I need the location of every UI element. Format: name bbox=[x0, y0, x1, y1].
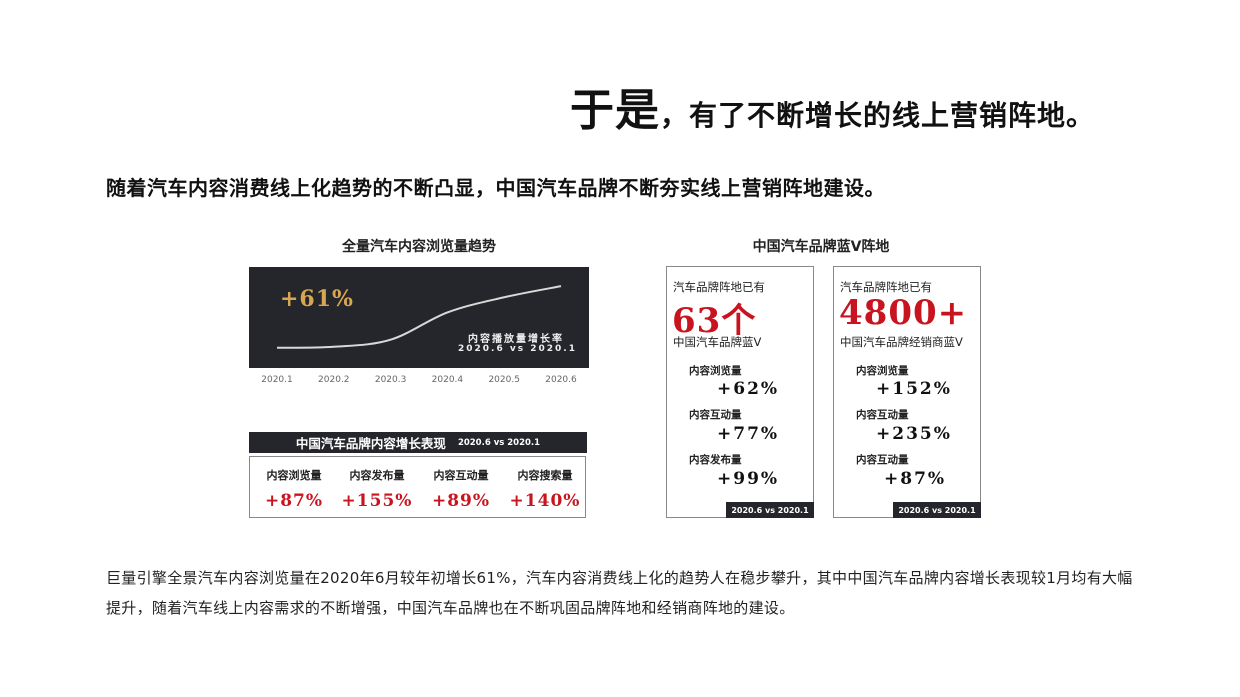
body-paragraph: 巨量引擎全景汽车内容浏览量在2020年6月较年初增长61%，汽车内容消费线上化的… bbox=[106, 569, 1133, 617]
growth-metric: 内容浏览量 +87% bbox=[252, 457, 336, 511]
card-description: 中国汽车品牌蓝V bbox=[673, 335, 762, 349]
headline-emphasis: 于是 bbox=[570, 85, 660, 136]
chart-title: 全量汽车内容浏览量趋势 bbox=[342, 239, 496, 255]
x-tick-label: 2020.2 bbox=[318, 375, 350, 385]
card-period-footer: 2020.6 vs 2020.1 bbox=[726, 502, 814, 518]
headline-rest: ，有了不断增长的线上营销阵地。 bbox=[660, 99, 1096, 132]
growth-metric-label: 内容浏览量 bbox=[266, 469, 322, 482]
growth-table: 内容浏览量 +87% 内容发布量 +155% 内容互动量 +89% 内容搜索量 … bbox=[249, 456, 586, 518]
growth-metric-label: 内容发布量 bbox=[349, 469, 405, 482]
growth-metric-label: 内容互动量 bbox=[433, 469, 489, 482]
card-period-footer: 2020.6 vs 2020.1 bbox=[893, 502, 981, 518]
card-intro: 汽车品牌阵地已有 bbox=[840, 280, 932, 294]
card-metric-value: +62% bbox=[717, 379, 780, 399]
growth-metric: 内容互动量 +89% bbox=[419, 457, 503, 511]
growth-metric-value: +140% bbox=[509, 491, 581, 511]
x-tick-label: 2020.5 bbox=[488, 375, 520, 385]
card-metric-label: 内容互动量 bbox=[856, 454, 909, 466]
growth-metric-label: 内容搜索量 bbox=[517, 469, 573, 482]
trend-series-line bbox=[276, 285, 562, 349]
card-big-number: 63个 bbox=[672, 301, 757, 341]
card-metric-label: 内容浏览量 bbox=[689, 365, 742, 377]
brand-card-dealer: 汽车品牌阵地已有 4800+ 中国汽车品牌经销商蓝V 内容浏览量 +152% 内… bbox=[833, 266, 981, 518]
card-metric-value: +87% bbox=[884, 469, 947, 489]
brand-section-title: 中国汽车品牌蓝V阵地 bbox=[752, 239, 890, 255]
growth-metric-value: +87% bbox=[264, 491, 324, 511]
growth-metric-value: +155% bbox=[341, 491, 413, 511]
growth-metric-value: +89% bbox=[431, 491, 491, 511]
x-tick-label: 2020.3 bbox=[374, 375, 407, 385]
growth-table-title: 中国汽车品牌内容增长表现 bbox=[295, 436, 446, 451]
growth-table-header: 中国汽车品牌内容增长表现 2020.6 vs 2020.1 bbox=[249, 432, 587, 453]
card-intro: 汽车品牌阵地已有 bbox=[673, 280, 765, 294]
brand-card-official: 汽车品牌阵地已有 63个 中国汽车品牌蓝V 内容浏览量 +62% 内容互动量 +… bbox=[666, 266, 814, 518]
card-metric-label: 内容发布量 bbox=[689, 454, 742, 466]
subheadline: 随着汽车内容消费线上化趋势的不断凸显，中国汽车品牌不断夯实线上营销阵地建设。 bbox=[106, 176, 885, 200]
card-metric-label: 内容互动量 bbox=[689, 409, 742, 421]
x-tick-label: 2020.4 bbox=[431, 375, 464, 385]
growth-table-period: 2020.6 vs 2020.1 bbox=[457, 437, 541, 448]
growth-rate-period: 2020.6 vs 2020.1 bbox=[458, 344, 577, 354]
card-metric-value: +152% bbox=[876, 379, 952, 399]
card-big-number: 4800+ bbox=[839, 293, 968, 333]
card-metric-label: 内容互动量 bbox=[856, 409, 909, 421]
headline: 于是，有了不断增长的线上营销阵地。 bbox=[570, 74, 1095, 138]
card-description: 中国汽车品牌经销商蓝V bbox=[840, 335, 963, 349]
card-metric-value: +99% bbox=[717, 469, 780, 489]
card-metric-value: +77% bbox=[717, 424, 780, 444]
x-tick-label: 2020.6 bbox=[545, 375, 577, 385]
chart-panel bbox=[249, 267, 589, 368]
trend-line-chart bbox=[276, 285, 562, 349]
card-metric-value: +235% bbox=[876, 424, 952, 444]
growth-metric: 内容发布量 +155% bbox=[335, 457, 419, 511]
x-tick-label: 2020.1 bbox=[261, 375, 293, 385]
growth-rate-value: +61% bbox=[280, 286, 354, 312]
growth-rate-label: 内容播放量增长率 bbox=[468, 334, 564, 345]
card-metric-label: 内容浏览量 bbox=[856, 365, 909, 377]
growth-metric: 内容搜索量 +140% bbox=[503, 457, 587, 511]
